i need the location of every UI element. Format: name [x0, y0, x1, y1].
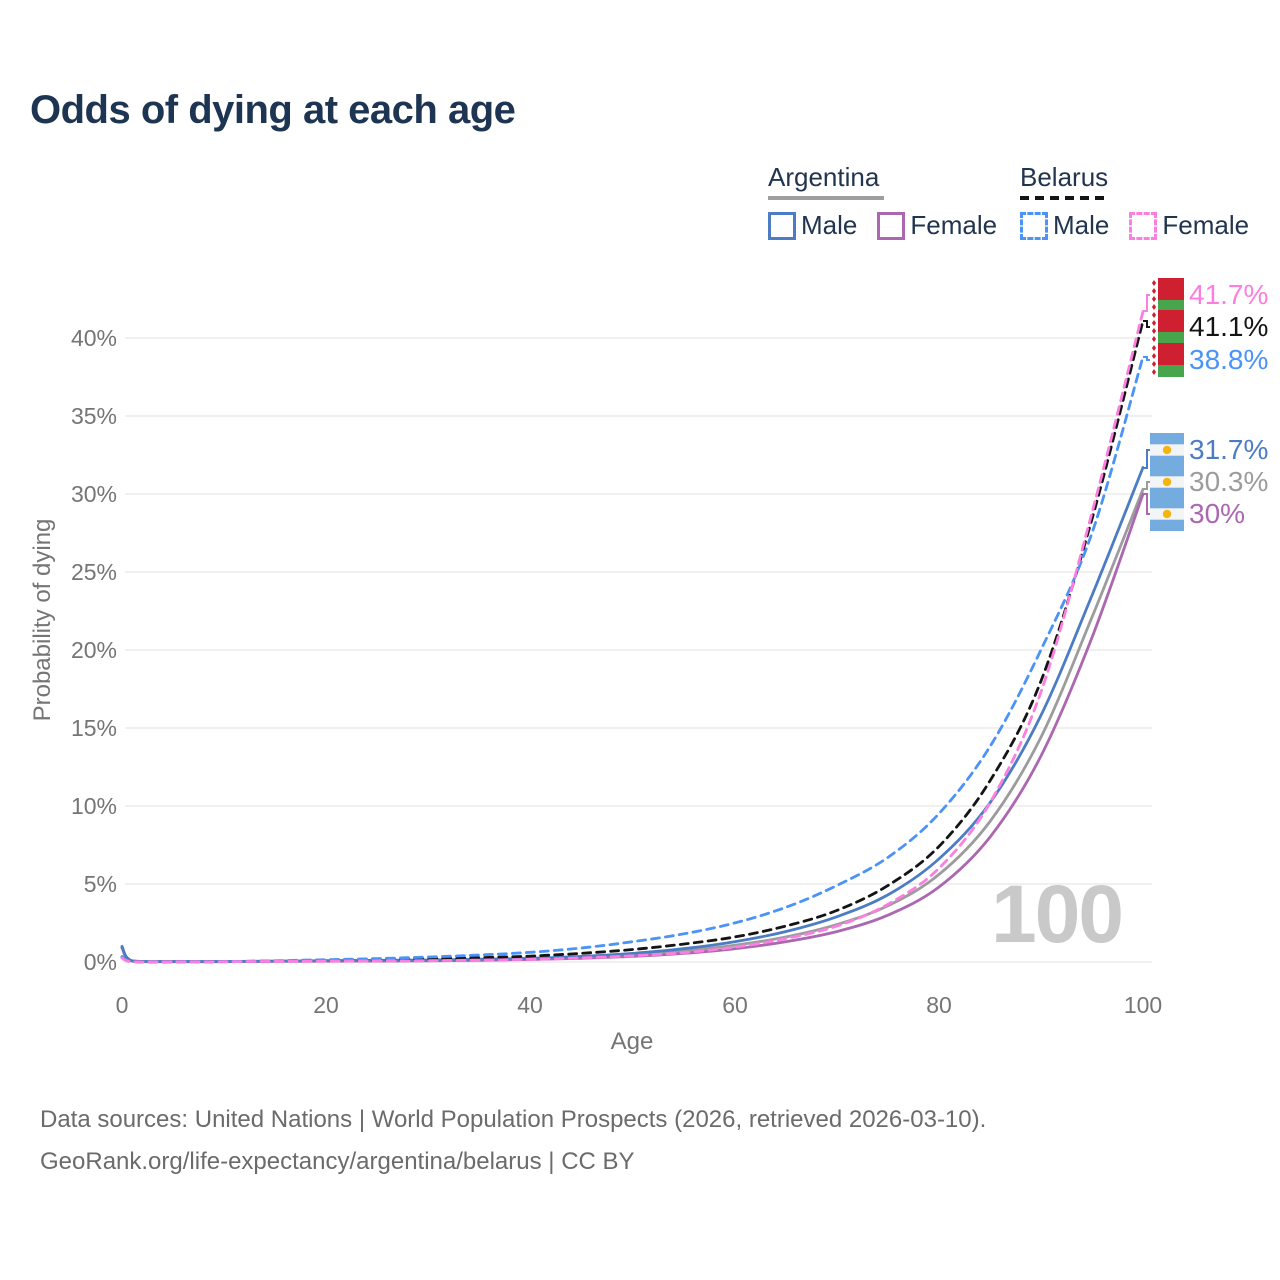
legend-swatch-argentina-female — [877, 211, 906, 240]
legend-country-belarus: Belarus — [1020, 162, 1109, 192]
line-belarus-both — [120, 319, 1145, 964]
legend-label-argentina-female: Female — [910, 210, 998, 240]
legend-underline-belarus — [1020, 196, 1108, 200]
legend-label-belarus-female: Female — [1162, 210, 1250, 240]
y-tick-40: 40% — [70, 325, 117, 351]
age-counter-watermark: 100 — [991, 869, 1124, 960]
legend-swatch-belarus-male — [1020, 211, 1048, 240]
x-axis-title: Age — [610, 1028, 654, 1055]
end-label-belarus-both: 41.1% — [1150, 310, 1268, 344]
argentina-flag-icon — [1150, 497, 1184, 531]
legend-underline-argentina — [768, 196, 884, 200]
y-tick-25: 25% — [70, 559, 117, 585]
belarus-flag-icon — [1150, 343, 1184, 377]
legend-label-belarus-male: Male — [1053, 210, 1110, 240]
page-title: Odds of dying at each age — [30, 88, 516, 132]
x-tick-20: 20 — [313, 992, 339, 1018]
footer-data-sources: Data sources: United Nations | World Pop… — [40, 1106, 987, 1133]
y-tick-35: 35% — [70, 403, 117, 429]
x-tick-0: 0 — [115, 992, 129, 1018]
y-axis-title: Probability of dying — [29, 518, 56, 722]
y-tick-5: 5% — [83, 871, 117, 897]
line-belarus-female — [120, 310, 1145, 964]
y-tick-10: 10% — [70, 793, 117, 819]
legend-swatch-belarus-female — [1129, 211, 1158, 240]
y-tick-20: 20% — [70, 637, 117, 663]
belarus-flag-icon — [1150, 310, 1184, 344]
end-label-argentina-female: 30% — [1150, 497, 1245, 531]
legend-country-argentina: Argentina — [768, 162, 880, 192]
x-tick-40: 40 — [517, 992, 543, 1018]
y-tick-30: 30% — [70, 481, 117, 507]
legend-swatch-argentina-male — [768, 211, 796, 240]
legend-label-argentina-male: Male — [801, 210, 858, 240]
x-tick-100: 100 — [1123, 992, 1163, 1018]
line-argentina-both — [120, 487, 1145, 964]
legend-group-belarus: Belarus Male Female — [1020, 162, 1249, 241]
line-argentina-male — [120, 466, 1145, 963]
y-tick-15: 15% — [70, 715, 117, 741]
end-label-argentina-both: 30.3% — [1150, 465, 1268, 499]
argentina-flag-icon — [1150, 465, 1184, 499]
gridlines — [125, 337, 1152, 963]
end-label-belarus-female: 41.7% — [1150, 278, 1268, 312]
belarus-flag-icon — [1150, 278, 1184, 312]
line-belarus-male — [120, 355, 1145, 964]
argentina-flag-icon — [1150, 433, 1184, 467]
y-tick-0: 0% — [83, 949, 117, 975]
x-tick-80: 80 — [926, 992, 952, 1018]
legend-group-argentina: Argentina Male Female — [768, 162, 997, 241]
footer-attribution: GeoRank.org/life-expectancy/argentina/be… — [40, 1148, 635, 1175]
end-label-argentina-male: 31.7% — [1150, 433, 1268, 467]
x-tick-60: 60 — [722, 992, 748, 1018]
end-label-belarus-male: 38.8% — [1150, 343, 1268, 377]
